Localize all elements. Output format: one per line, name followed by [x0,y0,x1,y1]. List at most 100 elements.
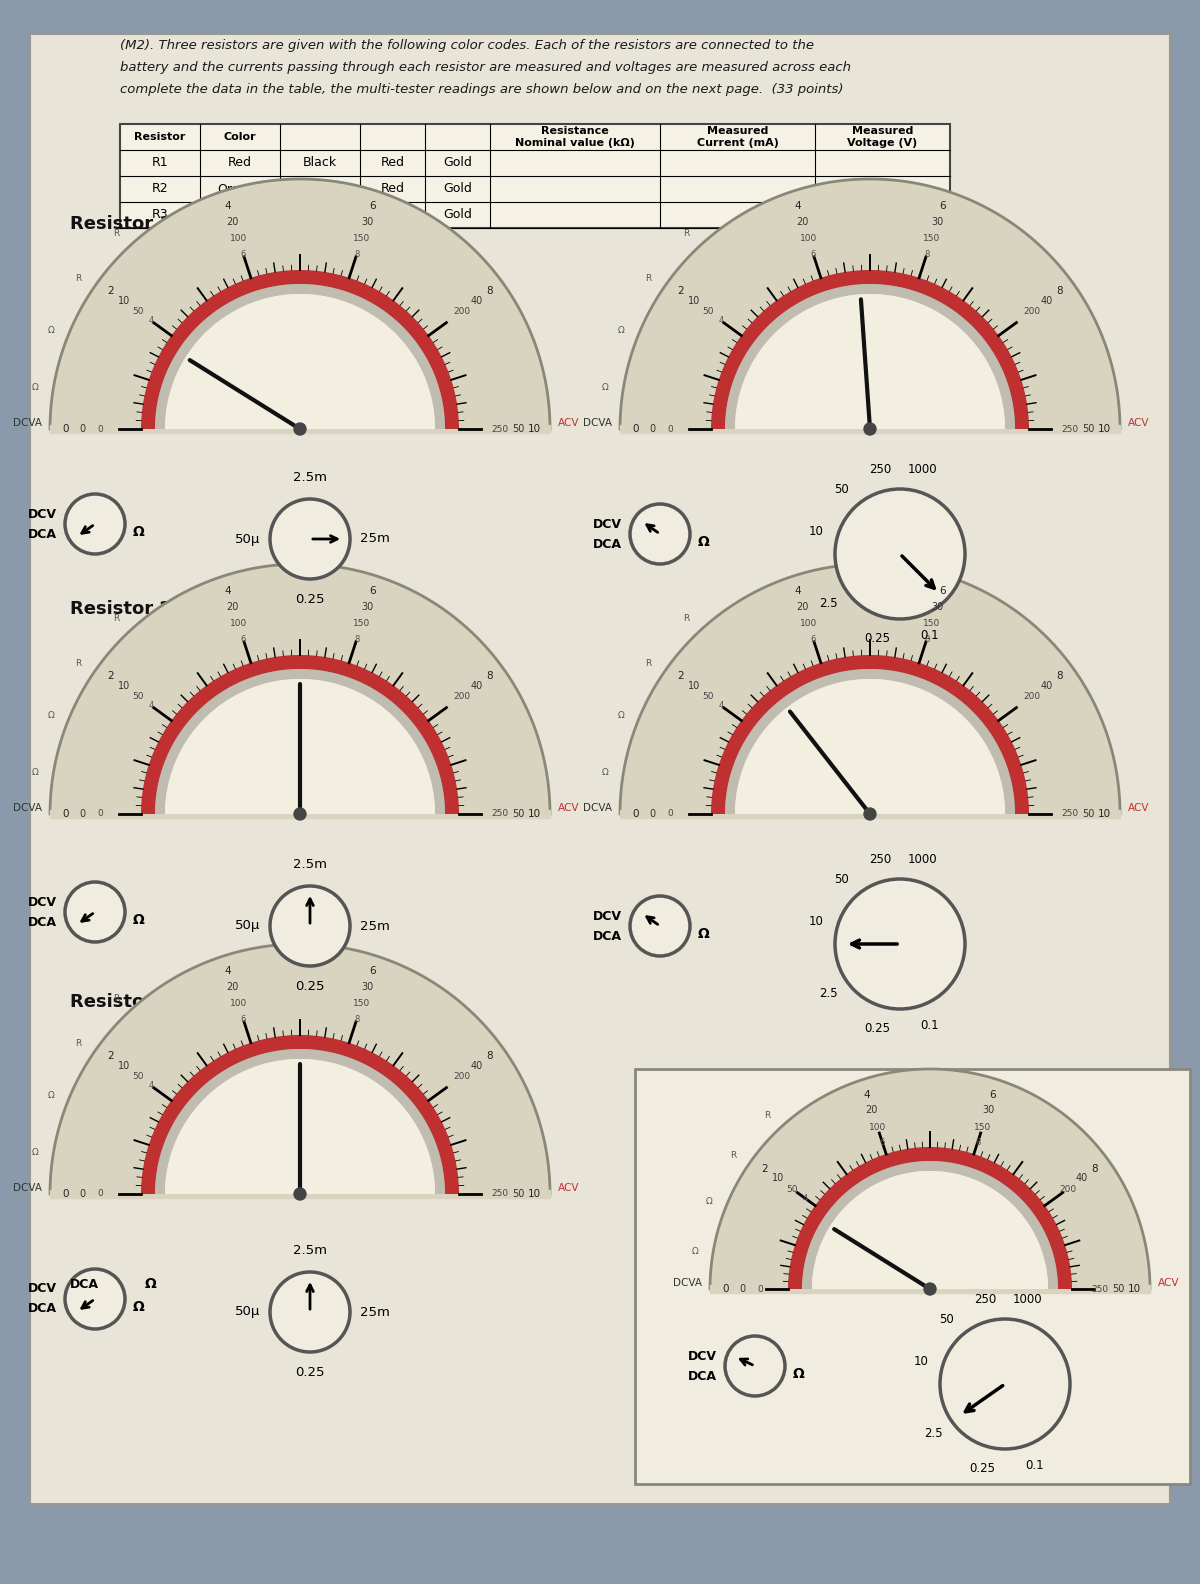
Text: Yellow: Yellow [221,209,259,222]
Polygon shape [155,1049,445,1194]
Circle shape [294,808,306,821]
Text: 50μ: 50μ [235,919,260,933]
Text: Red: Red [228,157,252,169]
Text: 250: 250 [974,1293,996,1305]
Text: 0: 0 [739,1285,745,1294]
Text: 10: 10 [688,296,700,306]
Text: 2: 2 [762,1164,768,1174]
Text: R: R [684,230,690,238]
Text: 10: 10 [528,425,540,434]
Text: Ω: Ω [48,326,54,334]
Text: R: R [76,274,82,284]
Text: 1000: 1000 [907,854,937,866]
Circle shape [65,1269,125,1329]
Text: 6: 6 [810,250,816,258]
Text: Ω: Ω [618,711,624,719]
Text: Ω: Ω [602,768,608,776]
Text: 2: 2 [677,287,684,296]
Text: 250: 250 [1092,1285,1109,1294]
Text: complete the data in the table, the multi-tester readings are shown below and on: complete the data in the table, the mult… [120,82,844,97]
Text: R: R [764,1110,770,1120]
Text: Ω: Ω [691,1247,698,1256]
Text: 6: 6 [990,1090,996,1099]
Text: 100: 100 [799,234,817,244]
Text: DCVA: DCVA [673,1278,702,1288]
Text: DCA: DCA [28,916,58,928]
Text: 0: 0 [667,809,673,819]
Text: Ω: Ω [618,326,624,334]
Text: 0: 0 [79,1190,85,1199]
Text: 6: 6 [240,635,246,643]
Text: Measured
Voltage (V): Measured Voltage (V) [847,127,918,147]
Circle shape [864,808,876,821]
Circle shape [630,897,690,957]
Text: Red: Red [380,182,404,195]
Text: Ω: Ω [32,768,38,776]
Text: 10: 10 [809,524,823,539]
Text: 8: 8 [924,250,930,258]
Text: DCVA: DCVA [13,1183,42,1193]
Circle shape [65,882,125,942]
Text: Measured
Current (mA): Measured Current (mA) [696,127,779,147]
Text: 50: 50 [702,307,714,315]
Text: 0.25: 0.25 [864,632,890,645]
Text: 4: 4 [719,317,724,325]
Text: 8: 8 [1092,1164,1098,1174]
Text: 50: 50 [940,1313,954,1326]
Polygon shape [142,269,458,429]
Polygon shape [50,809,550,817]
Text: Color: Color [223,131,257,143]
Text: 0: 0 [667,425,673,434]
Text: 50: 50 [132,1072,144,1080]
Text: Resistor 2 readings: Resistor 2 readings [70,600,266,618]
Circle shape [924,1283,936,1296]
Text: 2.5m: 2.5m [293,470,326,485]
Circle shape [725,1335,785,1396]
Text: 2: 2 [107,672,114,681]
Text: DCV: DCV [28,895,58,909]
Text: 200: 200 [1024,307,1040,315]
Text: ACV: ACV [1128,803,1150,813]
Text: 6: 6 [240,1014,246,1023]
Polygon shape [725,668,1015,814]
FancyBboxPatch shape [635,1069,1190,1484]
Text: 4: 4 [794,586,802,597]
Text: 0.1: 0.1 [920,1019,940,1033]
Text: 50: 50 [702,692,714,702]
Text: 8: 8 [486,287,493,296]
Text: Gold: Gold [443,209,472,222]
Text: 0: 0 [757,1285,763,1294]
Text: Black: Black [302,157,337,169]
Text: Ω: Ω [602,383,608,391]
Text: 25m: 25m [360,919,390,933]
Text: 10: 10 [913,1354,929,1369]
Text: 0: 0 [79,425,85,434]
Text: 4: 4 [794,201,802,211]
Text: DCA: DCA [688,1370,718,1383]
Text: 10: 10 [528,809,540,819]
Text: 100: 100 [869,1123,886,1133]
Text: 30: 30 [982,1106,995,1115]
Text: Ω: Ω [133,524,145,539]
Text: 50: 50 [834,483,850,496]
Text: 4: 4 [224,201,232,211]
Polygon shape [734,680,1006,814]
Text: 50: 50 [512,1190,524,1199]
Text: 0.25: 0.25 [295,980,325,993]
Text: 8: 8 [1056,672,1063,681]
Text: Ω: Ω [793,1367,805,1381]
Circle shape [65,494,125,554]
Text: 0: 0 [97,425,103,434]
Text: DCA: DCA [593,930,622,942]
Polygon shape [142,656,458,814]
Text: 4: 4 [864,1090,870,1099]
Text: Ω: Ω [133,912,145,927]
Text: 4: 4 [149,317,154,325]
Polygon shape [620,425,1120,432]
Text: Ω: Ω [145,1277,157,1291]
Text: 0: 0 [632,425,640,434]
Polygon shape [788,1147,1072,1289]
Text: 4: 4 [149,702,154,710]
Polygon shape [50,564,550,814]
Text: 0: 0 [62,425,70,434]
